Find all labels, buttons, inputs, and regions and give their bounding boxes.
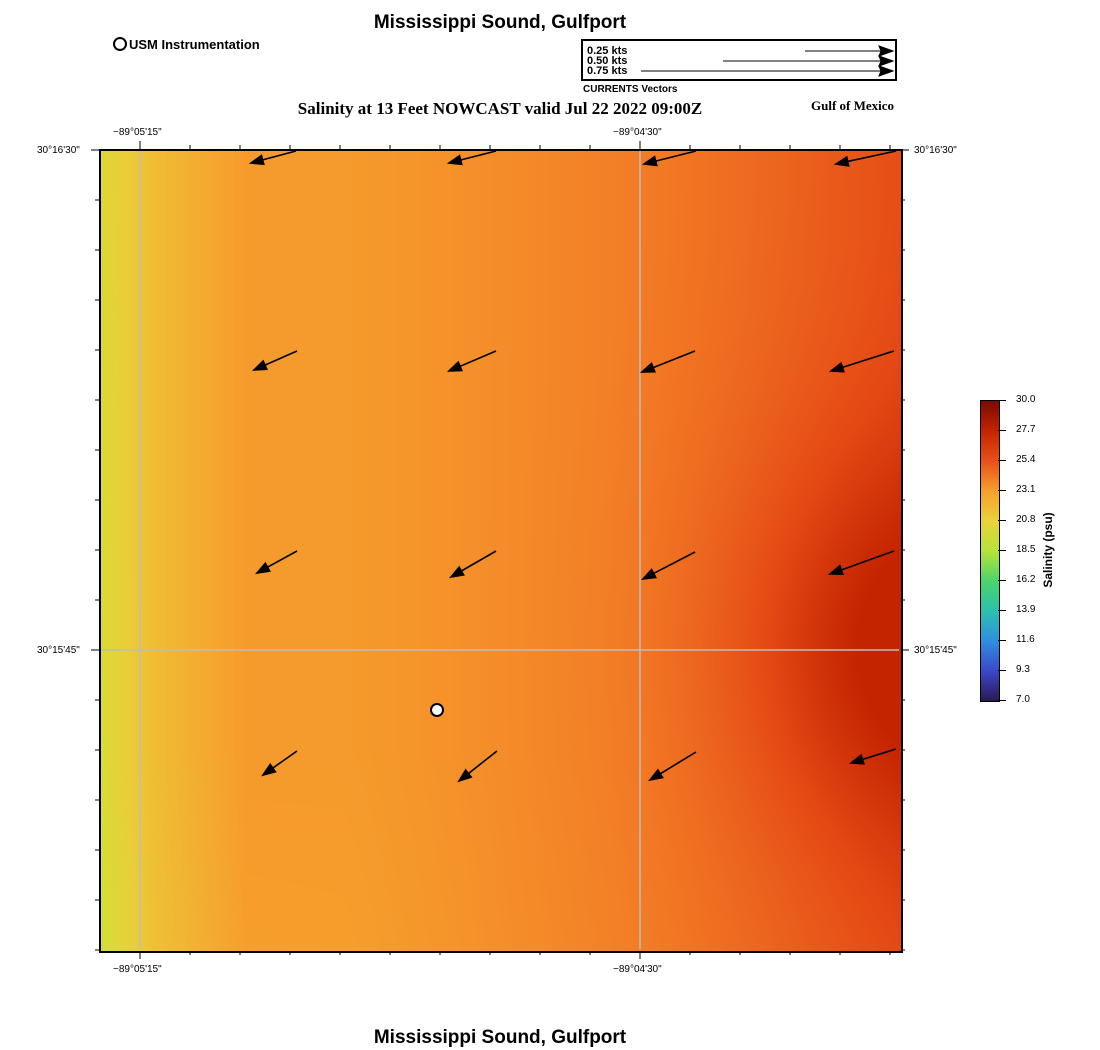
left-lat-label-2: 30°15'45" bbox=[37, 645, 80, 656]
top-lon-label-1: −89°05'15" bbox=[113, 127, 162, 138]
map-title: Mississippi Sound, Gulfport bbox=[373, 12, 627, 33]
top-lon-label-2: −89°04'30" bbox=[613, 127, 662, 138]
bottom-lon-label-2: −89°04'30" bbox=[613, 964, 662, 975]
station-legend: USM Instrumentation bbox=[113, 37, 260, 52]
colorbar-tick-label: 27.7 bbox=[1016, 424, 1036, 435]
colorbar-tick-label: 11.6 bbox=[1016, 634, 1035, 645]
vector-key-row-1: 0.25 kts bbox=[587, 45, 628, 57]
vector-key-row-2: 0.50 kts bbox=[587, 55, 628, 67]
colorbar-tick-label: 7.0 bbox=[1016, 694, 1030, 705]
station-circle-icon bbox=[113, 37, 127, 51]
right-lat-label-1: 30°16'30" bbox=[914, 145, 957, 156]
colorbar-tick-label: 23.1 bbox=[1016, 484, 1036, 495]
region-label: Gulf of Mexico bbox=[811, 98, 895, 113]
right-lat-label-2: 30°15'45" bbox=[914, 645, 957, 656]
colorbar-tick-label: 30.0 bbox=[1016, 394, 1036, 405]
left-lat-label-1: 30°16'30" bbox=[37, 145, 80, 156]
salinity-colorbar bbox=[980, 400, 1000, 702]
current-vector-key: 0.25 kts 0.50 kts 0.75 kts bbox=[581, 39, 897, 81]
colorbar-tick-label: 16.2 bbox=[1016, 574, 1036, 585]
vector-key-arrows bbox=[641, 45, 895, 77]
map-subtitle: Salinity at 13 Feet NOWCAST valid Jul 22… bbox=[297, 99, 703, 118]
colorbar-tick-label: 13.9 bbox=[1016, 604, 1036, 615]
colorbar-title: Salinity (psu) bbox=[1041, 512, 1055, 588]
colorbar-ticks bbox=[998, 400, 1006, 701]
colorbar-tick-label: 25.4 bbox=[1016, 454, 1036, 465]
colorbar-tick-label: 9.3 bbox=[1016, 664, 1030, 675]
footer-title: Mississippi Sound, Gulfport bbox=[373, 1027, 627, 1048]
station-legend-label: USM Instrumentation bbox=[129, 37, 260, 52]
bottom-lon-label-1: −89°05'15" bbox=[113, 964, 162, 975]
colorbar-tick-label: 18.5 bbox=[1016, 544, 1036, 555]
colorbar-tick-label: 20.8 bbox=[1016, 514, 1036, 525]
salinity-map[interactable] bbox=[99, 149, 903, 953]
vector-key-caption: CURRENTS Vectors bbox=[583, 84, 678, 95]
salinity-field bbox=[101, 151, 901, 951]
vector-key-row-3: 0.75 kts bbox=[587, 65, 628, 77]
